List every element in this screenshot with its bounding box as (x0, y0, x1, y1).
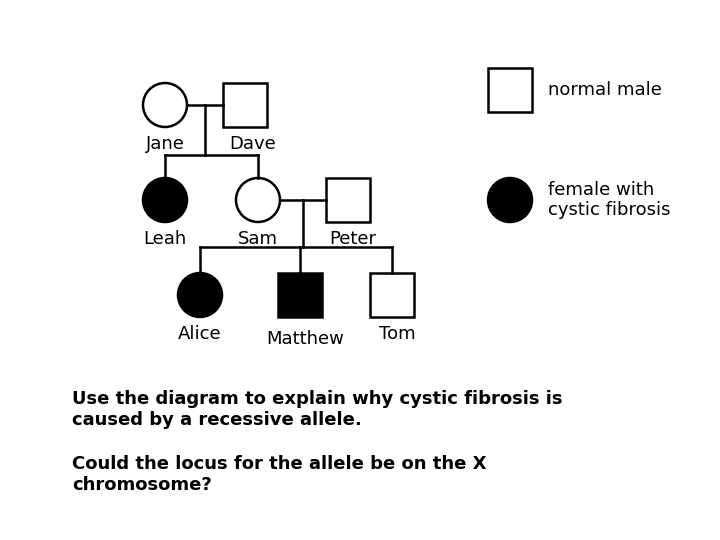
Text: Tom: Tom (379, 325, 415, 343)
Text: normal male: normal male (548, 81, 662, 99)
Text: Dave: Dave (230, 135, 276, 153)
Ellipse shape (143, 178, 187, 222)
Bar (488, 68, 532, 112)
Text: Jane: Jane (145, 135, 184, 153)
Text: Matthew: Matthew (266, 330, 344, 348)
Text: Use the diagram to explain why cystic fibrosis is
caused by a recessive allele.: Use the diagram to explain why cystic fi… (72, 390, 562, 429)
Ellipse shape (488, 178, 532, 222)
Text: Peter: Peter (330, 230, 377, 248)
Bar (370, 273, 414, 317)
Bar (326, 178, 370, 222)
Bar (223, 83, 267, 127)
Text: female with
cystic fibrosis: female with cystic fibrosis (548, 180, 670, 219)
Text: Sam: Sam (238, 230, 278, 248)
Ellipse shape (236, 178, 280, 222)
Text: Alice: Alice (178, 325, 222, 343)
Text: Leah: Leah (143, 230, 186, 248)
Ellipse shape (143, 83, 187, 127)
Text: Could the locus for the allele be on the X
chromosome?: Could the locus for the allele be on the… (72, 455, 487, 494)
Ellipse shape (178, 273, 222, 317)
Bar (278, 273, 322, 317)
